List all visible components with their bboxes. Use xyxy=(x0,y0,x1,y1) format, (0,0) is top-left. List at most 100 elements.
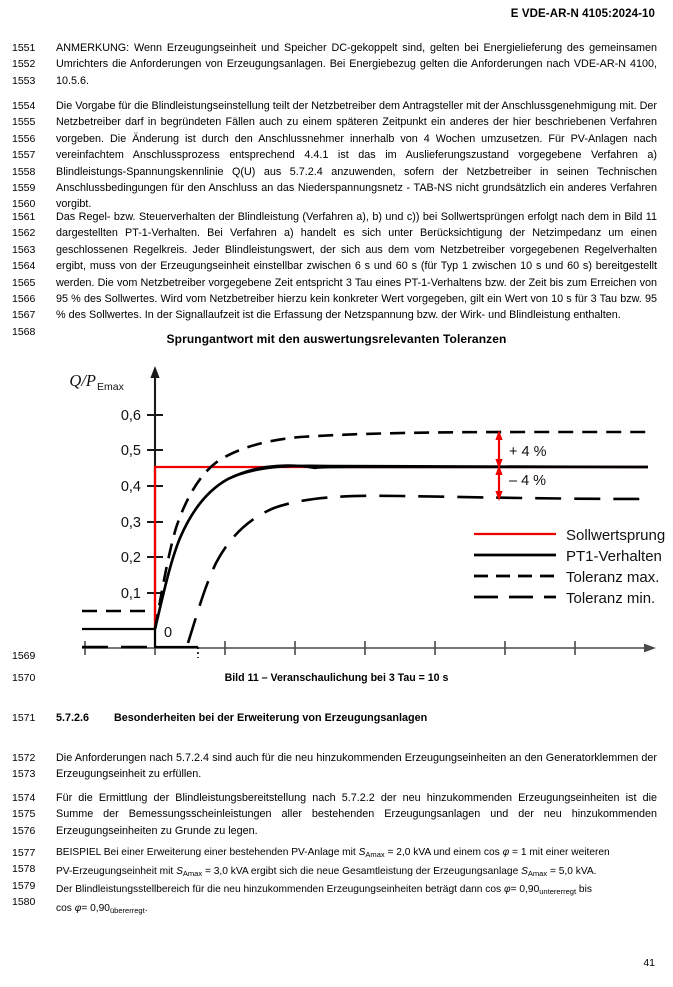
legend-label-sollwertsprung: Sollwertsprung xyxy=(566,527,665,544)
section-number: 5.7.2.6 xyxy=(56,712,90,724)
figure-title: Sprungantwort mit den auswertungsrelevan… xyxy=(166,332,507,346)
legend-label-toleranz-max: Toleranz max. xyxy=(566,569,659,586)
line-number: 1556 xyxy=(12,132,36,145)
step-response-chart: Q/P Emax 0,6 0,5 0,4 0,3 0,2 0,1 xyxy=(69,366,665,658)
y-axis-label: Q/P xyxy=(69,371,96,390)
example-block: 1577 1578 1579 1580 BEISPIEL Bei einer E… xyxy=(12,845,657,919)
y-tick-label: 0,6 xyxy=(121,408,141,424)
y-axis-label-subscript: Emax xyxy=(97,381,125,393)
paragraph-1561: 1561 1562 1563 1564 1565 1566 1567 1568 … xyxy=(12,209,657,338)
paragraph-1574: 1574 1575 1576 Für die Ermittlung der Bl… xyxy=(12,790,657,839)
paragraph-text: Die Vorgabe für die Blindleistungseinste… xyxy=(56,100,657,211)
line-numbers-1571: 1571 xyxy=(12,710,46,726)
page-number: 41 xyxy=(643,957,655,969)
example-l1-a: BEISPIEL Bei einer Erweiterung einer bes… xyxy=(56,847,359,858)
paragraph-text: Für die Ermittlung der Blindleistungsber… xyxy=(56,792,657,837)
figure-bild-11: Sprungantwort mit den auswertungsrelevan… xyxy=(0,330,673,658)
line-number: 1573 xyxy=(12,768,36,781)
line-number: 1579 xyxy=(12,879,36,892)
line-number: 1561 xyxy=(12,211,36,223)
example-line-1: BEISPIEL Bei einer Erweiterung einer bes… xyxy=(56,845,657,864)
line-number: 1560 xyxy=(12,198,36,211)
signal-delay-step xyxy=(153,629,198,649)
symbol-s: S xyxy=(176,865,183,877)
example-l4-b: = 0,90 xyxy=(81,902,110,914)
tolerance-max-curve xyxy=(153,430,648,630)
example-l2-a: PV-Erzeugungseinheit mit xyxy=(56,865,177,877)
symbol-s-subscript: Amax xyxy=(527,868,548,878)
symbol-s-subscript: Amax xyxy=(182,868,203,878)
line-number: 1559 xyxy=(12,181,36,194)
minus-tolerance-arrow xyxy=(495,465,503,501)
legend-label-pt1: PT1-Verhalten xyxy=(566,548,662,565)
y-tick-label: 0,5 xyxy=(121,443,141,459)
line-numbers-1561: 1561 1562 1563 1564 1565 1566 1567 1568 xyxy=(12,209,46,340)
example-line-2: PV-Erzeugungseinheit mit SAmax = 3,0 kVA… xyxy=(56,864,657,883)
example-text: BEISPIEL Bei einer Erweiterung einer bes… xyxy=(56,845,657,919)
symbol-phi: φ xyxy=(74,902,82,914)
symbol-phi: φ xyxy=(503,884,511,896)
chart-legend: Sollwertsprung PT1-Verhalten Toleranz ma… xyxy=(474,527,665,607)
line-numbers-1572: 1572 1573 xyxy=(12,750,46,783)
line-number: 1554 xyxy=(12,100,36,112)
line-number: 1576 xyxy=(12,824,36,837)
paragraph-text: Die Anforderungen nach 5.7.2.4 sind auch… xyxy=(56,752,657,781)
subscript-untererregt: untererregt xyxy=(539,887,577,897)
symbol-phi: φ xyxy=(502,847,510,858)
example-l2-c: = 5,0 kVA. xyxy=(547,865,597,877)
minus-tolerance-label: – 4 % xyxy=(509,473,546,489)
example-l3-c: bis xyxy=(576,884,592,896)
line-numbers-1577: 1577 1578 1579 1580 xyxy=(12,845,46,911)
line-number-1570: 1570 xyxy=(12,672,36,684)
symbol-s: S xyxy=(521,865,528,877)
line-number: 1568 xyxy=(12,325,36,338)
line-number-1569: 1569 xyxy=(12,650,36,662)
line-number: 1567 xyxy=(12,309,36,322)
section-heading-block: 1571 5.7.2.6 Besonderheiten bei der Erwei… xyxy=(12,710,657,726)
line-number: 1562 xyxy=(12,227,36,240)
line-number: 1575 xyxy=(12,808,36,821)
line-number: 1578 xyxy=(12,863,36,876)
legend-label-toleranz-min: Toleranz min. xyxy=(566,590,655,607)
document-header: E VDE-AR-N 4105:2024-10 xyxy=(510,8,655,20)
figure-caption: Bild 11 – Veranschaulichung bei 3 Tau = … xyxy=(224,672,449,684)
line-number: 1577 xyxy=(12,847,36,859)
y-tick-label: 0,3 xyxy=(121,515,141,531)
y-tick-label: 0,2 xyxy=(121,550,141,566)
symbol-s: S xyxy=(358,847,366,858)
example-line-4: cos φ= 0,90übererregt. xyxy=(56,901,657,920)
plus-tolerance-label: + 4 % xyxy=(509,444,547,460)
line-number: 1580 xyxy=(12,896,36,909)
line-number: 1563 xyxy=(12,243,36,256)
line-numbers-1574: 1574 1575 1576 xyxy=(12,790,46,839)
paragraph-text: Das Regel- bzw. Steuerverhalten der Blin… xyxy=(56,211,657,322)
origin-label: 0 xyxy=(164,625,172,641)
line-number: 1566 xyxy=(12,292,36,305)
line-number: 1574 xyxy=(12,792,36,804)
subscript-uebererregt: übererregt xyxy=(109,905,145,915)
x-axis-arrow xyxy=(644,643,656,653)
line-number: 1555 xyxy=(12,116,36,129)
tolerance-min-curve xyxy=(186,494,649,644)
section-heading: 5.7.2.6 Besonderheiten bei der Erweiterun… xyxy=(56,710,657,726)
example-l3-b: = 0,90 xyxy=(510,884,540,896)
y-tick-label: 0,1 xyxy=(121,586,141,602)
y-tick-label: 0,4 xyxy=(121,479,141,495)
example-l2-b: = 3,0 kVA ergibt sich die neue Gesamtlei… xyxy=(202,865,522,877)
example-l4-a: cos xyxy=(56,902,75,914)
line-number: 1572 xyxy=(12,752,36,764)
pt1-curve-tail xyxy=(153,464,649,630)
line-numbers-1554: 1554 1555 1556 1557 1558 1559 1560 xyxy=(12,98,46,213)
line-number: 1553 xyxy=(12,74,36,87)
line-numbers-1551: 1551 1552 1553 xyxy=(12,40,46,89)
example-l1-c: = 1 mit einer weiteren xyxy=(509,847,610,858)
line-number: 1551 xyxy=(12,42,36,54)
line-number: 1565 xyxy=(12,276,36,289)
line-number: 1571 xyxy=(12,712,36,724)
example-l4-c: . xyxy=(144,902,148,914)
y-axis-arrow xyxy=(150,366,160,378)
plus-tolerance-arrow xyxy=(495,430,503,469)
example-l3-a: Der Blindleistungsstellbereich für die n… xyxy=(56,884,504,896)
symbol-s-subscript: Amax xyxy=(365,850,385,860)
